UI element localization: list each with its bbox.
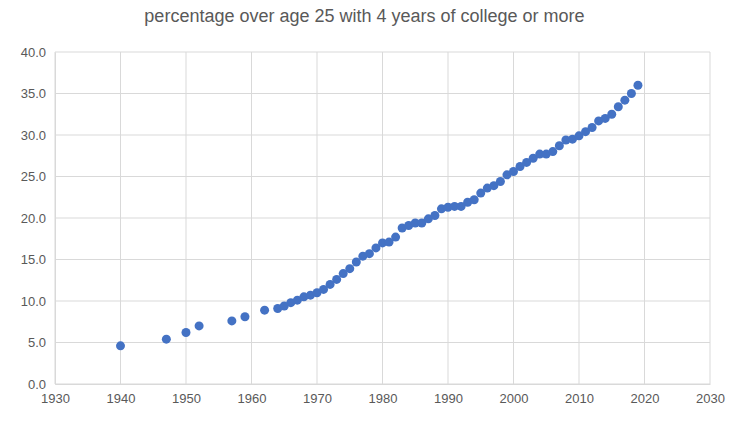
chart-title: percentage over age 25 with 4 years of c… [144, 6, 584, 26]
x-tick: 1960 [238, 384, 267, 406]
grid-line-x [382, 52, 383, 384]
x-axis: 1930 1940 1950 1960 1970 1980 1990 2000 2010 2020… [41, 384, 725, 406]
x-tick: 2030 [696, 384, 725, 406]
x-tick-label: 2000 [500, 391, 529, 406]
x-tick-label: 1950 [172, 391, 201, 406]
y-axis: 0.0 5.0 10.0 15.0 20.0 25.0 30.0 35.0 40.0 [21, 45, 56, 392]
point [391, 233, 400, 242]
x-tick-label: 2030 [696, 391, 725, 406]
point [607, 110, 616, 119]
x-tick: 1950 [172, 384, 201, 406]
x-tick: 1970 [303, 384, 332, 406]
y-tick: 30.0 [21, 128, 55, 143]
grid-line-x [120, 52, 121, 384]
grid-line-x [55, 52, 56, 384]
y-tick-label: 5.0 [28, 335, 46, 350]
plot: 1930 1940 1950 1960 1970 1980 1990 2000 2010 2020… [21, 45, 725, 407]
point [470, 195, 479, 204]
x-tick: 1990 [434, 384, 463, 406]
grid-line-x [448, 52, 449, 384]
point [162, 335, 171, 344]
point [430, 211, 439, 220]
y-axis-line [55, 53, 56, 385]
y-tick: 10.0 [21, 294, 55, 309]
y-tick: 0.0 [28, 377, 55, 392]
point [116, 341, 125, 350]
y-tick-label: 30.0 [21, 128, 46, 143]
point [260, 306, 269, 315]
point [240, 312, 249, 321]
grid-line-x [513, 52, 514, 384]
y-tick: 15.0 [21, 252, 55, 267]
grid-line-x [710, 52, 711, 384]
y-tick: 5.0 [28, 335, 55, 350]
point [588, 123, 597, 132]
point [182, 328, 191, 337]
x-tick-label: 2010 [565, 391, 594, 406]
x-tick: 1940 [107, 384, 136, 406]
y-tick-label: 35.0 [21, 86, 46, 101]
y-tick-label: 15.0 [21, 252, 46, 267]
point [345, 264, 354, 273]
x-tick-label: 1930 [41, 391, 70, 406]
x-tick-label: 1970 [303, 391, 332, 406]
point [627, 89, 636, 98]
x-tick: 2010 [565, 384, 594, 406]
point [620, 96, 629, 105]
point [633, 81, 642, 90]
x-tick: 2020 [631, 384, 660, 406]
y-tick-label: 20.0 [21, 211, 46, 226]
chart: percentage over age 25 with 4 years of c… [0, 0, 729, 435]
x-tick-label: 1980 [369, 391, 398, 406]
grid-line-x [644, 52, 645, 384]
grid-line-x [251, 52, 252, 384]
x-tick-label: 2020 [631, 391, 660, 406]
grid-line-x [317, 52, 318, 384]
y-tick: 20.0 [21, 211, 55, 226]
y-tick: 25.0 [21, 169, 55, 184]
x-tick: 1980 [369, 384, 398, 406]
grid [55, 52, 710, 384]
y-tick-label: 0.0 [28, 377, 46, 392]
x-tick: 2000 [500, 384, 529, 406]
point [496, 177, 505, 186]
y-tick-label: 40.0 [21, 45, 46, 60]
point [227, 316, 236, 325]
series [116, 81, 642, 351]
x-axis-line [56, 384, 711, 385]
point [195, 321, 204, 330]
y-tick: 35.0 [21, 86, 55, 101]
y-tick-label: 25.0 [21, 169, 46, 184]
x-tick-label: 1960 [238, 391, 267, 406]
y-tick: 40.0 [21, 45, 55, 60]
grid-line-x [579, 52, 580, 384]
x-tick-label: 1990 [434, 391, 463, 406]
y-tick-label: 10.0 [21, 294, 46, 309]
point [614, 102, 623, 111]
x-tick-label: 1940 [107, 391, 136, 406]
